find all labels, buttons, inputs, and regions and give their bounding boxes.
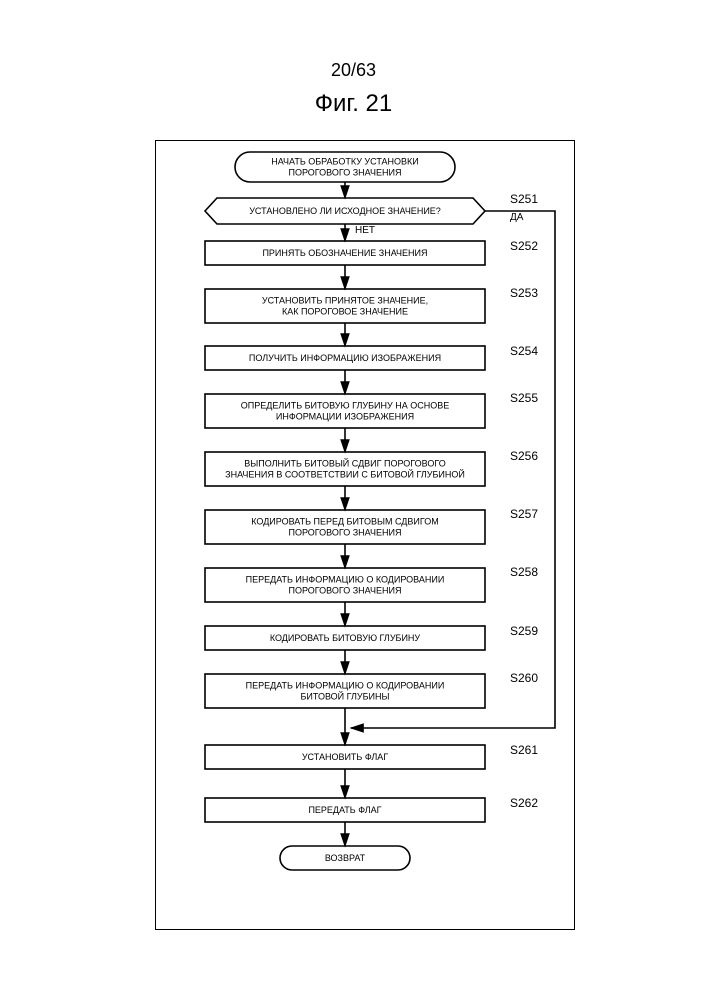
step-label-p11: S261 bbox=[510, 743, 538, 757]
step-label-p10: S260 bbox=[510, 671, 538, 685]
step-label-p7: S257 bbox=[510, 507, 538, 521]
edge-label-no: НЕТ bbox=[355, 225, 375, 236]
step-label-p9: S259 bbox=[510, 624, 538, 638]
node-text-p11: УСТАНОВИТЬ ФЛАГ bbox=[302, 752, 388, 762]
node-text-return: ВОЗВРАТ bbox=[325, 853, 366, 863]
step-label-p4: S254 bbox=[510, 344, 538, 358]
page: 20/63 Фиг. 21 НАЧАТЬ ОБРАБОТКУ УСТАНОВКИ… bbox=[0, 0, 707, 1000]
node-text-start: НАЧАТЬ ОБРАБОТКУ УСТАНОВКИПОРОГОВОГО ЗНА… bbox=[271, 157, 419, 178]
node-text-p3: УСТАНОВИТЬ ПРИНЯТОЕ ЗНАЧЕНИЕ,КАК ПОРОГОВ… bbox=[262, 296, 428, 317]
step-label-p8: S258 bbox=[510, 565, 538, 579]
step-label-d1: S251 bbox=[510, 192, 538, 206]
node-text-p4: ПОЛУЧИТЬ ИНФОРМАЦИЮ ИЗОБРАЖЕНИЯ bbox=[249, 353, 441, 363]
step-label-p5: S255 bbox=[510, 391, 538, 405]
step-label-p6: S256 bbox=[510, 449, 538, 463]
node-text-p2: ПРИНЯТЬ ОБОЗНАЧЕНИЕ ЗНАЧЕНИЯ bbox=[262, 248, 427, 258]
flowchart-svg: НАЧАТЬ ОБРАБОТКУ УСТАНОВКИПОРОГОВОГО ЗНА… bbox=[0, 0, 707, 1000]
edge-label-yes: ДА bbox=[510, 212, 524, 223]
step-label-p3: S253 bbox=[510, 286, 538, 300]
node-text-d1: УСТАНОВЛЕНО ЛИ ИСХОДНОЕ ЗНАЧЕНИЕ? bbox=[249, 206, 441, 216]
step-label-p2: S252 bbox=[510, 239, 538, 253]
step-label-p12: S262 bbox=[510, 796, 538, 810]
node-text-p12: ПЕРЕДАТЬ ФЛАГ bbox=[308, 805, 381, 815]
node-text-p9: КОДИРОВАТЬ БИТОВУЮ ГЛУБИНУ bbox=[270, 633, 421, 643]
